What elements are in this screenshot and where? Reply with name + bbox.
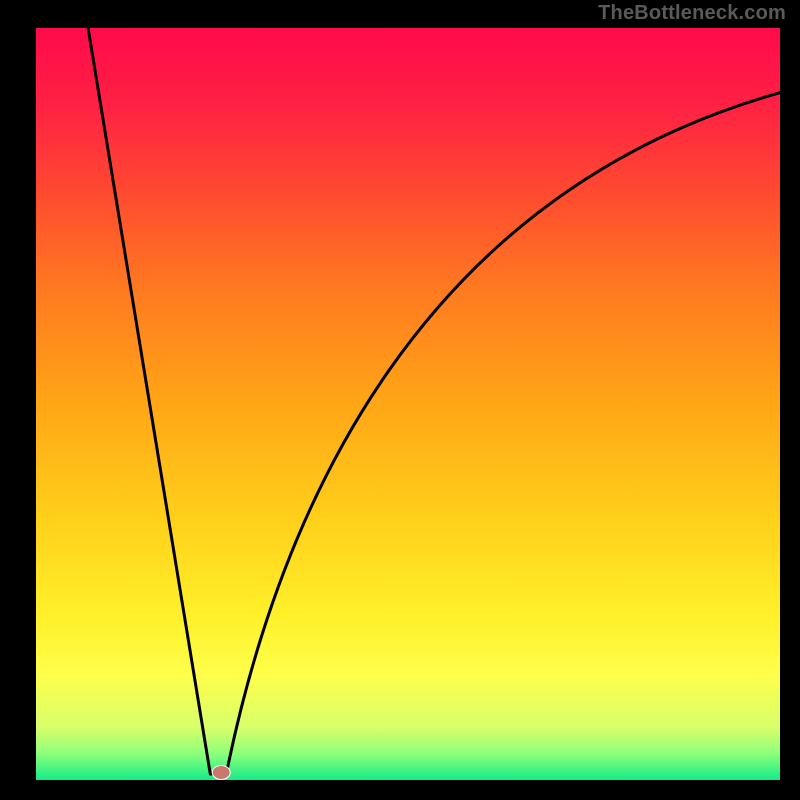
plot-area: [36, 28, 780, 780]
watermark-text: TheBottleneck.com: [598, 2, 786, 25]
image-frame: TheBottleneck.com: [0, 0, 800, 800]
min-marker: [212, 765, 230, 779]
gradient-background: [36, 28, 780, 780]
chart-svg: [36, 28, 780, 780]
